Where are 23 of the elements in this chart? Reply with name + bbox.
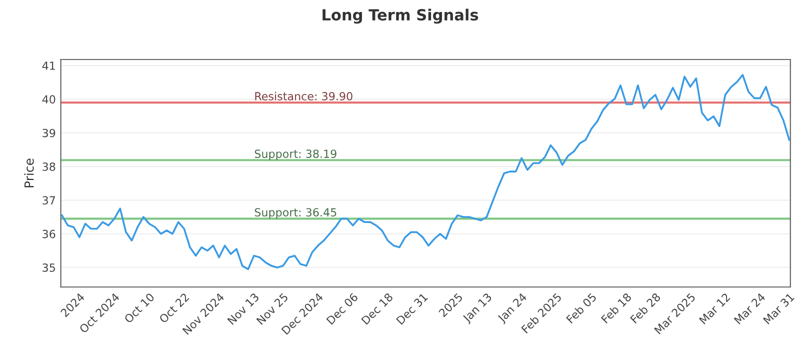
chart-title: Long Term Signals bbox=[322, 8, 478, 24]
ref-line-label: Resistance: 39.90 bbox=[255, 92, 352, 100]
y-axis-title: Price bbox=[24, 158, 34, 188]
x-tick-label: Dec 06 bbox=[326, 292, 358, 325]
line-series bbox=[61, 74, 790, 270]
x-tick-label: Oct 22 bbox=[158, 292, 190, 324]
y-tick-label: 35 bbox=[42, 263, 55, 272]
x-tick-label: Feb 05 bbox=[566, 292, 597, 324]
y-tick-label: 37 bbox=[42, 196, 55, 205]
y-tick-label: 41 bbox=[42, 62, 55, 70]
x-tick-label: Jan 13 bbox=[462, 292, 494, 324]
x-tick-label: Mar 12 bbox=[698, 292, 731, 324]
x-tick-label: Dec 18 bbox=[360, 292, 394, 325]
x-tick-label: Oct 10 bbox=[124, 292, 155, 324]
x-tick-label: Dec 31 bbox=[396, 292, 428, 325]
y-tick-label: 38 bbox=[42, 162, 56, 171]
ref-line-label: Support: 36.45 bbox=[254, 208, 336, 219]
y-tick-label: 39 bbox=[42, 128, 56, 138]
ref-line-label: Support: 38.19 bbox=[254, 150, 336, 160]
x-tick-label: Feb 28 bbox=[630, 292, 661, 324]
y-tick-label: 36 bbox=[42, 230, 56, 238]
x-tick-label: Jan 24 bbox=[496, 292, 529, 324]
y-tick-label: 40 bbox=[42, 95, 56, 104]
